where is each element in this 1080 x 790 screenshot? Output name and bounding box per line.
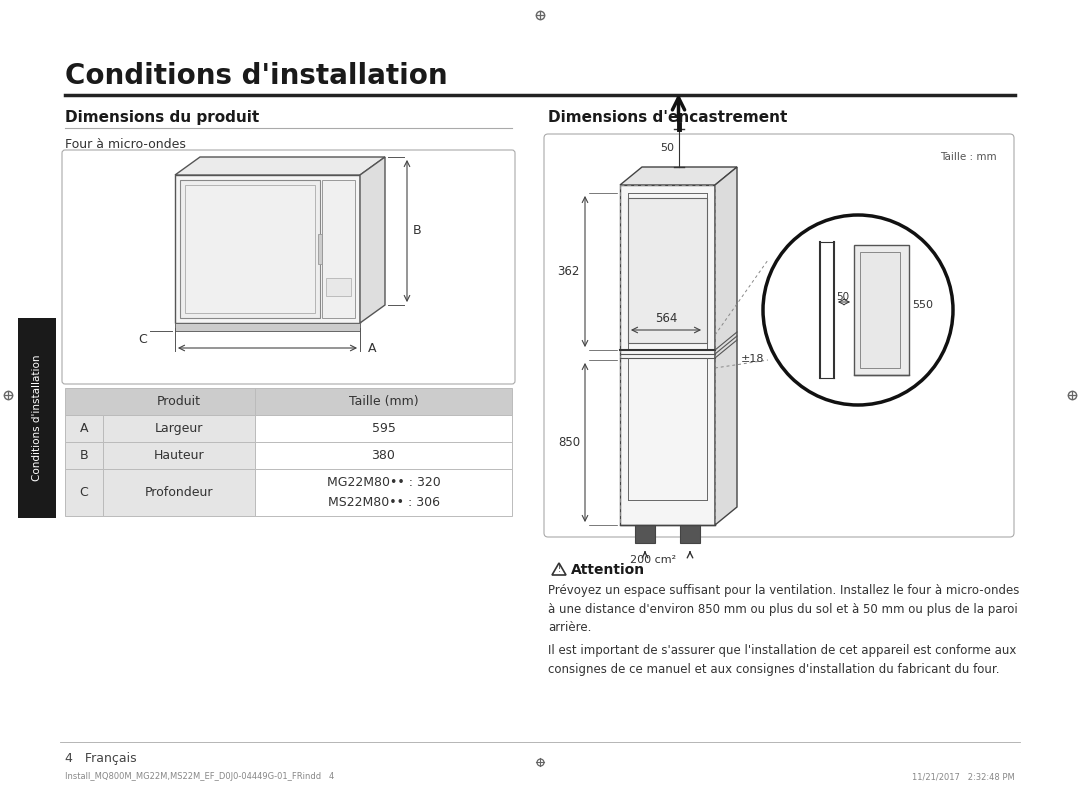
Bar bbox=[65, 442, 103, 469]
Bar bbox=[255, 442, 512, 469]
Bar bbox=[620, 185, 715, 525]
Text: MG22M80•• : 320
MS22M80•• : 306: MG22M80•• : 320 MS22M80•• : 306 bbox=[326, 476, 441, 509]
Text: 4   Français: 4 Français bbox=[65, 752, 137, 765]
Text: 850: 850 bbox=[558, 436, 580, 449]
Text: B: B bbox=[413, 224, 421, 238]
Bar bbox=[318, 234, 323, 264]
Text: Dimensions du produit: Dimensions du produit bbox=[65, 110, 259, 125]
Text: Conditions d'installation: Conditions d'installation bbox=[32, 355, 42, 481]
Text: 564: 564 bbox=[654, 312, 677, 325]
Text: 380: 380 bbox=[372, 449, 395, 462]
Bar bbox=[680, 525, 700, 543]
Text: C: C bbox=[80, 486, 89, 499]
Bar bbox=[65, 469, 103, 516]
Text: C: C bbox=[138, 333, 147, 346]
Text: B: B bbox=[80, 449, 89, 462]
Text: 200 cm²: 200 cm² bbox=[630, 555, 676, 565]
Text: 11/21/2017   2:32:48 PM: 11/21/2017 2:32:48 PM bbox=[913, 772, 1015, 781]
Bar bbox=[860, 252, 900, 368]
Text: Produit: Produit bbox=[157, 395, 201, 408]
Bar bbox=[103, 469, 255, 516]
Text: Hauteur: Hauteur bbox=[153, 449, 204, 462]
Bar bbox=[322, 180, 355, 318]
Text: 362: 362 bbox=[557, 265, 580, 278]
Circle shape bbox=[762, 215, 953, 405]
Text: Dimensions d'encastrement: Dimensions d'encastrement bbox=[548, 110, 787, 125]
Bar bbox=[635, 525, 654, 543]
FancyBboxPatch shape bbox=[544, 134, 1014, 537]
Text: ±18: ±18 bbox=[741, 354, 765, 364]
Text: 595: 595 bbox=[372, 422, 395, 435]
Polygon shape bbox=[360, 157, 384, 323]
Text: Largeur: Largeur bbox=[154, 422, 203, 435]
Text: !: ! bbox=[557, 566, 561, 574]
Text: Il est important de s'assurer que l'installation de cet appareil est conforme au: Il est important de s'assurer que l'inst… bbox=[548, 644, 1016, 675]
Bar bbox=[255, 469, 512, 516]
Bar bbox=[175, 323, 360, 331]
Text: Conditions d'installation: Conditions d'installation bbox=[65, 62, 447, 90]
Text: A: A bbox=[80, 422, 89, 435]
Bar bbox=[65, 415, 103, 442]
Polygon shape bbox=[620, 167, 737, 185]
Text: Profondeur: Profondeur bbox=[145, 486, 213, 499]
Bar bbox=[103, 442, 255, 469]
Text: 550: 550 bbox=[912, 300, 933, 310]
Text: Taille (mm): Taille (mm) bbox=[349, 395, 418, 408]
Bar bbox=[185, 185, 315, 313]
Bar bbox=[854, 245, 909, 375]
Text: Four à micro-ondes: Four à micro-ondes bbox=[65, 138, 186, 151]
Text: Attention: Attention bbox=[571, 563, 645, 577]
Bar bbox=[103, 415, 255, 442]
Bar bbox=[175, 175, 360, 323]
FancyBboxPatch shape bbox=[62, 150, 515, 384]
Polygon shape bbox=[715, 167, 737, 525]
Bar bbox=[255, 415, 512, 442]
Text: 50: 50 bbox=[836, 292, 849, 302]
Bar bbox=[326, 278, 351, 296]
Text: Taille : mm: Taille : mm bbox=[941, 152, 997, 162]
Text: A: A bbox=[368, 341, 377, 355]
Bar bbox=[180, 180, 320, 318]
Polygon shape bbox=[175, 157, 384, 175]
Text: 50: 50 bbox=[661, 143, 675, 153]
Text: Prévoyez un espace suffisant pour la ventilation. Installez le four à micro-onde: Prévoyez un espace suffisant pour la ven… bbox=[548, 584, 1020, 634]
Bar bbox=[627, 198, 707, 343]
Bar bbox=[18, 318, 56, 518]
Bar bbox=[65, 388, 512, 415]
Text: Install_MQ800M_MG22M,MS22M_EF_D0J0-04449G-01_FRindd   4: Install_MQ800M_MG22M,MS22M_EF_D0J0-04449… bbox=[65, 772, 334, 781]
